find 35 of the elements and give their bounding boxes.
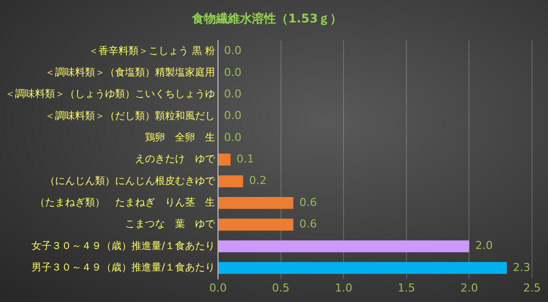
data-label: 0.0 xyxy=(224,130,242,144)
data-label: 2.3 xyxy=(512,260,530,274)
bar xyxy=(218,175,244,188)
x-tick-label: 0.5 xyxy=(272,281,290,294)
y-tick-label: えのきたけ ゆで xyxy=(135,154,216,166)
data-label: 0.6 xyxy=(299,217,317,230)
y-tick-label: （にんじん類）にんじん根皮むきゆで xyxy=(45,174,216,187)
x-tick-label: 2.0 xyxy=(460,281,478,294)
data-label: 2.0 xyxy=(475,239,493,252)
bar xyxy=(218,262,507,274)
data-label: 0.0 xyxy=(224,87,242,100)
bar xyxy=(218,154,231,166)
data-label: 0.0 xyxy=(224,44,242,58)
data-label: 0.0 xyxy=(224,109,242,122)
bar xyxy=(218,218,294,231)
x-tick-label: 1.0 xyxy=(334,281,352,294)
y-tick-label: ＜調味料類＞（だし類）顆粒和風だし xyxy=(45,110,215,122)
bar xyxy=(218,196,294,209)
x-tick-label: 0.0 xyxy=(209,281,227,294)
y-tick-label: ＜香辛料類＞こしょう 黒 粉 xyxy=(88,44,215,57)
y-tick-label: ＜調味料類＞（しょうゆ類）こいくちしょうゆ xyxy=(5,88,215,100)
x-tick-label: 1.5 xyxy=(398,281,416,294)
data-label: 0.1 xyxy=(236,152,254,166)
y-tick-label: ＜調味料類＞（食塩類）精製塩家庭用 xyxy=(45,66,215,79)
data-label: 0.0 xyxy=(224,66,242,79)
y-tick-label: こまつな 葉 ゆで xyxy=(125,218,216,230)
y-tick-label: 女子３０～４９（歳）推進量/１食あたり xyxy=(32,240,215,252)
data-label: 0.2 xyxy=(249,174,267,188)
x-tick-label: 2.5 xyxy=(523,281,541,294)
bar xyxy=(218,240,470,252)
data-label: 0.6 xyxy=(299,196,317,209)
chart-title: 食物繊維水溶性（1.53ｇ） xyxy=(191,11,342,26)
y-tick-label: 男子３０～４９（歳）推進量/１食あたり xyxy=(32,262,215,274)
y-tick-label: （たまねぎ類） たまねぎ りん茎 生 xyxy=(35,196,215,209)
y-tick-label: 鶏卵 全卵 生 xyxy=(145,132,215,144)
